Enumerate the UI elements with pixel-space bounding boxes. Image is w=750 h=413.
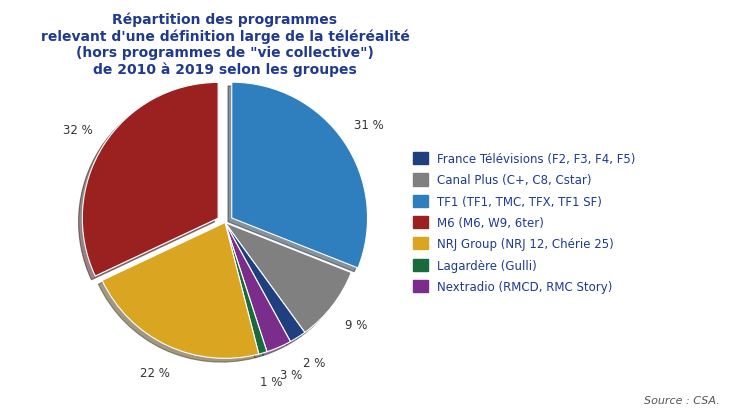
- Text: Répartition des programmes
relevant d'une définition large de la téléréalité
(ho: Répartition des programmes relevant d'un…: [40, 12, 410, 76]
- Text: 31 %: 31 %: [354, 119, 384, 132]
- Wedge shape: [225, 223, 267, 354]
- Text: 1 %: 1 %: [260, 375, 283, 388]
- Wedge shape: [82, 83, 218, 276]
- Text: 3 %: 3 %: [280, 368, 302, 381]
- Text: 32 %: 32 %: [63, 123, 93, 137]
- Wedge shape: [232, 83, 368, 268]
- Text: Source : CSA.: Source : CSA.: [644, 395, 720, 405]
- Text: 2 %: 2 %: [302, 356, 325, 369]
- Wedge shape: [225, 223, 304, 342]
- Wedge shape: [225, 223, 351, 332]
- Wedge shape: [225, 223, 290, 352]
- Text: 9 %: 9 %: [345, 318, 367, 331]
- Text: 22 %: 22 %: [140, 366, 170, 379]
- Legend: France Télévisions (F2, F3, F4, F5), Canal Plus (C+, C8, Cstar), TF1 (TF1, TMC, : France Télévisions (F2, F3, F4, F5), Can…: [407, 147, 641, 299]
- Wedge shape: [102, 223, 259, 358]
